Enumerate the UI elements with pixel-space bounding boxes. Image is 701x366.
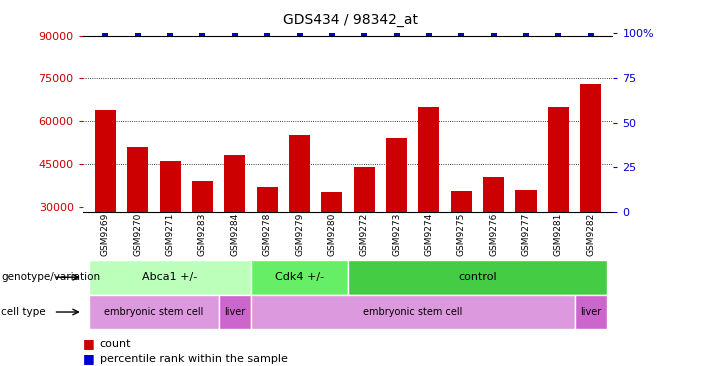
Text: GSM9284: GSM9284 (231, 212, 239, 255)
Bar (219, 295, 251, 329)
Text: GSM9269: GSM9269 (101, 212, 110, 256)
Bar (89, 260, 251, 295)
Bar (95, 110, 116, 212)
Text: embryonic stem cell: embryonic stem cell (104, 307, 203, 317)
Text: GSM9279: GSM9279 (295, 212, 304, 256)
Text: GSM9282: GSM9282 (586, 212, 595, 255)
Bar (418, 107, 440, 212)
Text: GSM9274: GSM9274 (424, 212, 433, 255)
Bar (224, 155, 245, 212)
Bar (354, 167, 375, 212)
Text: percentile rank within the sample: percentile rank within the sample (100, 354, 287, 364)
Text: GSM9281: GSM9281 (554, 212, 563, 256)
Text: GSM9270: GSM9270 (133, 212, 142, 256)
Bar (251, 260, 348, 295)
Bar (386, 138, 407, 212)
Bar (483, 177, 504, 212)
Text: ■: ■ (83, 352, 95, 365)
Bar (257, 187, 278, 212)
Text: cell type: cell type (1, 307, 46, 317)
Bar (548, 107, 569, 212)
Text: GSM9271: GSM9271 (165, 212, 175, 256)
Text: ■: ■ (83, 337, 95, 351)
Bar (515, 190, 536, 212)
Text: liver: liver (224, 307, 245, 317)
Bar (251, 295, 575, 329)
Text: embryonic stem cell: embryonic stem cell (363, 307, 463, 317)
Text: GDS434 / 98342_at: GDS434 / 98342_at (283, 13, 418, 27)
Text: GSM9276: GSM9276 (489, 212, 498, 256)
Text: GSM9273: GSM9273 (392, 212, 401, 256)
Bar (451, 191, 472, 212)
Text: GSM9278: GSM9278 (263, 212, 272, 256)
Bar (348, 260, 607, 295)
Text: Cdk4 +/-: Cdk4 +/- (275, 272, 324, 282)
Text: liver: liver (580, 307, 601, 317)
Text: GSM9275: GSM9275 (457, 212, 465, 256)
Text: Abca1 +/-: Abca1 +/- (142, 272, 198, 282)
Bar (160, 161, 181, 212)
Text: count: count (100, 339, 131, 349)
Text: GSM9272: GSM9272 (360, 212, 369, 255)
Bar (192, 181, 213, 212)
Bar (580, 84, 601, 212)
Text: GSM9277: GSM9277 (522, 212, 531, 256)
Bar (321, 193, 342, 212)
Text: control: control (458, 272, 497, 282)
Bar (289, 135, 310, 212)
Text: genotype/variation: genotype/variation (1, 272, 100, 282)
Bar (89, 295, 219, 329)
Text: GSM9280: GSM9280 (327, 212, 336, 256)
Bar (575, 295, 607, 329)
Text: GSM9283: GSM9283 (198, 212, 207, 256)
Bar (127, 147, 148, 212)
